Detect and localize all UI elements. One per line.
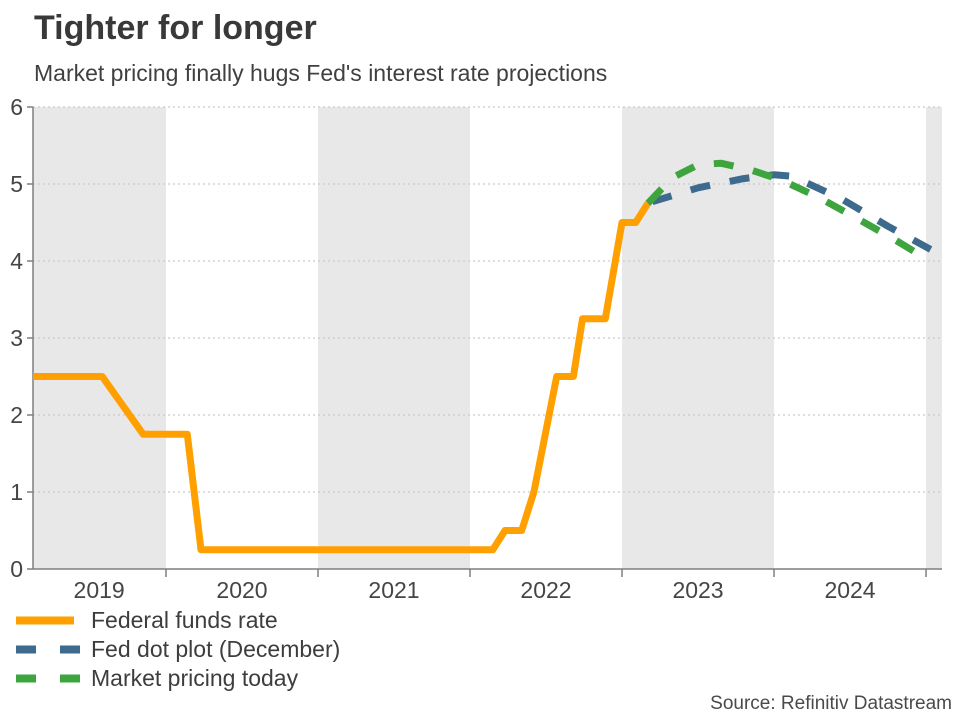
y-tick-label: 1 — [10, 479, 23, 505]
legend-label: Fed dot plot (December) — [91, 636, 341, 662]
chart-title: Tighter for longer — [34, 9, 317, 47]
legend-item-federal-funds-rate: Federal funds rate — [16, 606, 340, 635]
y-tick-label: 0 — [10, 556, 23, 582]
legend-swatch-dashed-line — [16, 674, 80, 683]
series-line-market-pricing-today — [645, 159, 928, 262]
series-line-fed-dot-plot-december- — [651, 171, 933, 253]
y-tick-label: 6 — [10, 95, 23, 120]
source-credit: Source: Refinitiv Datastream — [710, 693, 952, 714]
y-tick-label: 3 — [10, 325, 23, 351]
legend-item-market-pricing: Market pricing today — [16, 664, 340, 693]
legend-label: Market pricing today — [91, 665, 299, 691]
x-tick-label: 2021 — [368, 577, 419, 603]
chart-plot-area: 0 1 2 3 4 5 6 2019 2020 2021 2022 2023 2024 — [10, 95, 942, 603]
y-tick-label: 2 — [10, 402, 23, 428]
x-tick-label: 2020 — [216, 577, 267, 603]
y-tick-label: 4 — [10, 248, 23, 274]
legend-swatch-dashed-line — [16, 645, 80, 654]
x-tick-label: 2024 — [824, 577, 875, 603]
x-tick-label: 2023 — [672, 577, 723, 603]
series-line-federal-funds-rate — [33, 201, 651, 554]
x-tick-label: 2022 — [520, 577, 571, 603]
x-tick-label: 2019 — [74, 577, 125, 603]
legend-item-fed-dot-plot: Fed dot plot (December) — [16, 635, 340, 664]
y-tick-label: 5 — [10, 171, 23, 197]
legend: Federal funds rate Fed dot plot (Decembe… — [16, 606, 340, 693]
legend-label: Federal funds rate — [91, 607, 278, 633]
legend-swatch-solid-line — [16, 616, 74, 625]
chart-subtitle: Market pricing finally hugs Fed's intere… — [34, 60, 608, 86]
